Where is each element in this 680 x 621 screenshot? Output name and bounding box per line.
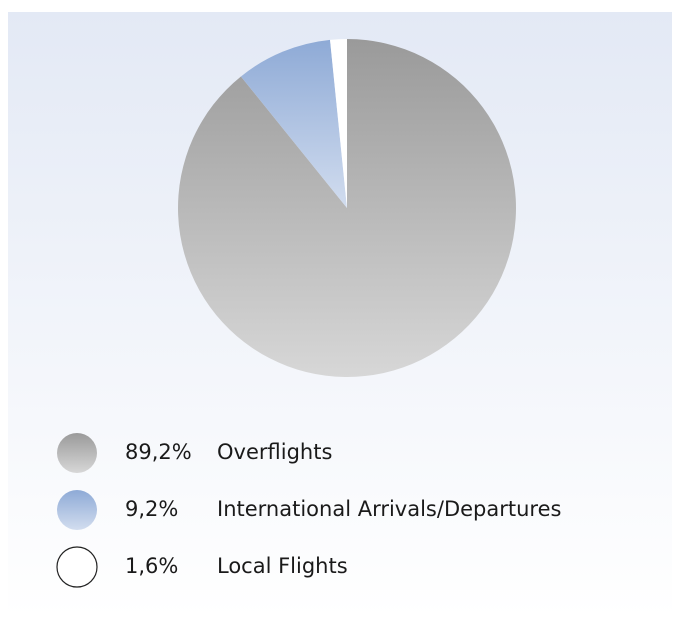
legend-value: 9,2% <box>125 497 178 521</box>
pie-slice <box>330 39 347 208</box>
legend-value: 89,2% <box>125 440 192 464</box>
legend-label: Local Flights <box>217 554 348 578</box>
legend-swatch <box>56 546 98 588</box>
legend-value: 1,6% <box>125 554 178 578</box>
legend-swatch <box>57 433 97 473</box>
legend-label: Overflights <box>217 440 332 464</box>
legend-label: International Arrivals/Departures <box>217 497 561 521</box>
pie-slice <box>240 39 347 209</box>
legend-swatch <box>57 490 97 530</box>
